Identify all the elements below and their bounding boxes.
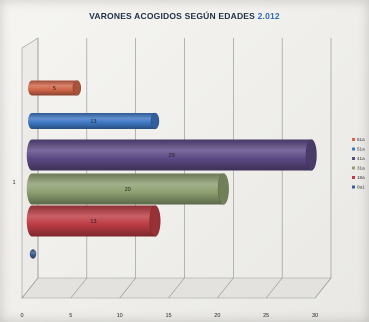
floor-gridline (168, 277, 185, 299)
x-tick-label: 10 (117, 313, 123, 319)
floor-gridline (314, 277, 332, 299)
floor-gridline (217, 277, 234, 299)
x-tick-label: 5 (69, 313, 72, 319)
floor-gridline (119, 277, 136, 299)
data-label-18a: 13 (90, 219, 96, 225)
chart-title-year: 2.012 (257, 11, 280, 21)
bar-61a (28, 80, 81, 96)
data-label-61a: 5 (53, 86, 56, 92)
bar-end-41a (305, 139, 317, 171)
bar-18a (26, 205, 161, 237)
bar-end-51a (150, 112, 160, 130)
x-tick-label: 15 (165, 313, 171, 319)
legend-label-0a1: 0a1 (357, 185, 365, 190)
bar-31a (26, 173, 229, 205)
legend-label-41a: 41a (357, 156, 365, 161)
legend-swatch-31a (352, 166, 355, 170)
data-label-41a: 29 (169, 153, 175, 159)
bar-0a1 (29, 249, 37, 259)
data-label-51a: 13 (90, 119, 96, 125)
bar-51a (28, 113, 159, 129)
legend-swatch-18a (352, 176, 355, 179)
legend-swatch-0a1 (352, 185, 355, 189)
data-label-31a: 20 (125, 187, 131, 193)
floor-gridline (70, 277, 88, 299)
category-label: 1 (12, 180, 15, 186)
legend-label-31a: 31a (357, 166, 365, 171)
legend-label-61a: 61a (357, 137, 365, 142)
bar-41a (26, 139, 317, 171)
x-tick-label: 30 (312, 313, 318, 319)
floor-gridline (265, 277, 283, 299)
x-tick-label: 0 (20, 313, 23, 319)
legend-label-18a: 18a (357, 175, 365, 180)
bar-end-18a (149, 205, 161, 237)
chart-title: VARONES ACOGIDOS SEGÚN EDADES 2.012 (0, 11, 369, 21)
x-tick-label: 25 (263, 313, 269, 319)
legend-swatch-61a (352, 138, 355, 141)
floor-gridline (21, 277, 39, 299)
legend-swatch-41a (352, 157, 355, 160)
legend-swatch-51a (352, 147, 355, 151)
chart-title-text: VARONES ACOGIDOS SEGÚN EDADES (89, 11, 256, 21)
bar-end-31a (217, 173, 229, 205)
bar-end-61a (72, 80, 82, 96)
x-tick-label: 20 (214, 313, 220, 319)
legend-label-51a: 51a (357, 147, 365, 152)
